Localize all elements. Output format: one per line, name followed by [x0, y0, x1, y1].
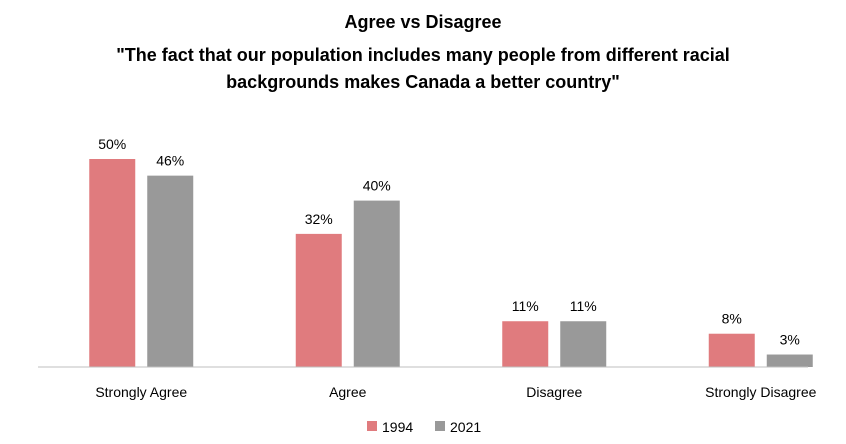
legend-label-1994: 1994	[382, 419, 413, 435]
category-label-agree: Agree	[329, 384, 367, 400]
category-label-disagree: Disagree	[526, 384, 582, 400]
bar-2021-agree	[353, 200, 400, 367]
category-label-strongly-disagree: Strongly Disagree	[705, 384, 816, 400]
bar-1994-strongly-disagree	[708, 333, 755, 367]
value-label-2021-strongly-agree: 46%	[156, 153, 184, 169]
value-label-1994-strongly-disagree: 8%	[722, 311, 742, 327]
value-label-2021-agree: 40%	[363, 178, 391, 194]
category-label-strongly-agree: Strongly Agree	[95, 384, 187, 400]
value-label-2021-strongly-disagree: 3%	[780, 332, 800, 348]
bar-1994-strongly-agree	[89, 159, 136, 367]
value-label-1994-agree: 32%	[305, 211, 333, 227]
bar-1994-disagree	[502, 321, 549, 367]
legend-label-2021: 2021	[450, 419, 481, 435]
bars-group	[89, 159, 813, 367]
category-labels-group: Strongly Agree Agree Disagree Strongly Disa…	[95, 384, 816, 400]
bar-2021-disagree	[560, 321, 607, 367]
legend: 1994 2021	[367, 419, 481, 435]
value-label-2021-disagree: 11%	[570, 298, 597, 314]
chart-subtitle-line-1: "The fact that our population includes m…	[116, 45, 730, 65]
value-labels-group: 50% 46% 32% 40% 11% 11% 8% 3%	[98, 136, 800, 348]
bar-1994-agree	[295, 233, 342, 367]
chart-subtitle-line-2: backgrounds makes Canada a better countr…	[226, 72, 620, 92]
value-label-1994-strongly-agree: 50%	[98, 136, 126, 152]
legend-swatch-1994	[367, 421, 377, 431]
chart-title: Agree vs Disagree	[344, 12, 502, 32]
legend-swatch-2021	[435, 421, 445, 431]
bar-2021-strongly-agree	[147, 175, 194, 367]
bar-2021-strongly-disagree	[766, 354, 813, 367]
value-label-1994-disagree: 11%	[512, 298, 539, 314]
